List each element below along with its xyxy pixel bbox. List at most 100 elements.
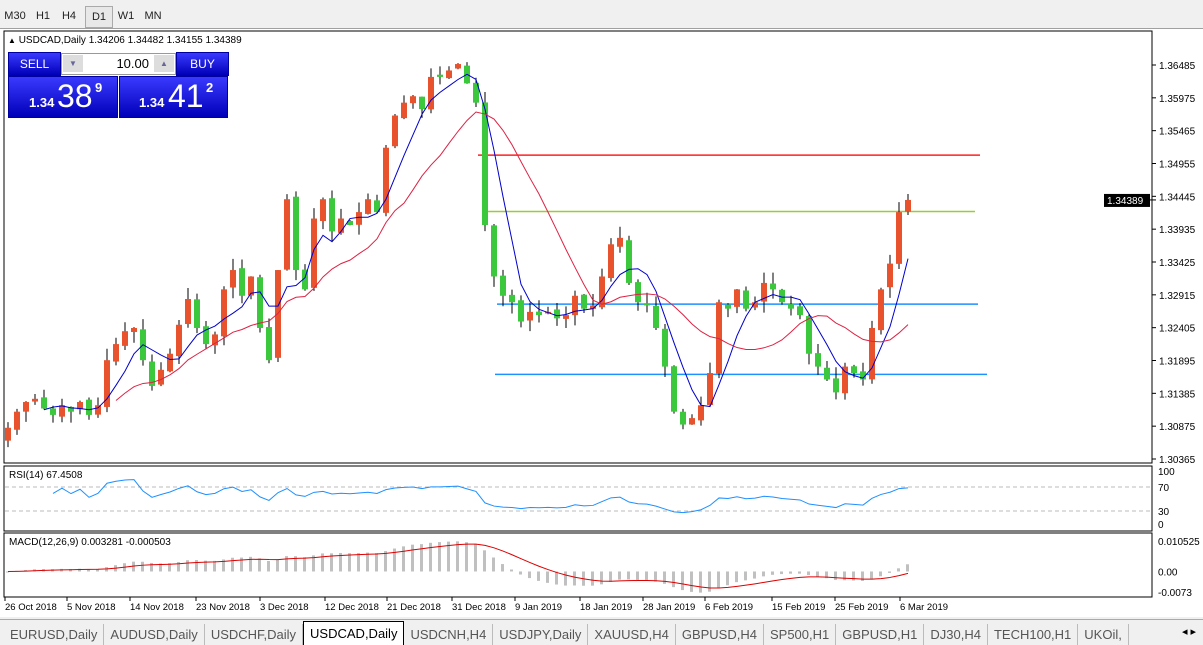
macd-histogram-bar bbox=[537, 571, 540, 581]
macd-histogram-bar bbox=[69, 568, 72, 572]
candle-body bbox=[149, 361, 155, 386]
tab-usdcad-daily[interactable]: USDCAD,Daily bbox=[303, 621, 405, 645]
candle-body bbox=[365, 199, 371, 214]
date-label: 9 Jan 2019 bbox=[515, 602, 562, 613]
macd-histogram-bar bbox=[276, 559, 279, 572]
candle-body bbox=[833, 378, 839, 393]
tf-w1[interactable]: W1 bbox=[117, 10, 135, 22]
macd-histogram-bar bbox=[600, 571, 603, 585]
macd-histogram-bar bbox=[195, 560, 198, 572]
candle-body bbox=[320, 199, 326, 221]
chart-tabs: EURUSD,Daily AUDUSD,Daily USDCHF,Daily USDC… bbox=[0, 619, 1203, 645]
candle-body bbox=[392, 115, 398, 147]
macd-histogram-bar bbox=[339, 552, 342, 572]
tab-gbpusd-h1[interactable]: GBPUSD,H1 bbox=[836, 624, 925, 645]
increase-lot-icon[interactable]: ▲ bbox=[154, 55, 174, 72]
price-label: 1.35975 bbox=[1159, 94, 1196, 105]
buy-button[interactable]: BUY bbox=[176, 52, 229, 76]
rsi-axis-label: 30 bbox=[1158, 507, 1170, 518]
candle-body bbox=[617, 237, 623, 247]
tab-tech100-h1[interactable]: TECH100,H1 bbox=[988, 624, 1079, 645]
candle-body bbox=[608, 244, 614, 279]
macd-panel-frame bbox=[3, 532, 1153, 598]
candle-body bbox=[779, 289, 785, 303]
macd-axis-label: -0.0073 bbox=[1158, 588, 1192, 599]
collapse-arrow-icon[interactable]: ▲ bbox=[8, 36, 16, 45]
candle-body bbox=[167, 353, 173, 372]
macd-histogram-bar bbox=[645, 571, 648, 581]
candle-body bbox=[212, 334, 218, 346]
macd-histogram-bar bbox=[348, 553, 351, 572]
chart-background bbox=[0, 29, 1203, 617]
macd-histogram-bar bbox=[735, 571, 738, 583]
macd-histogram-bar bbox=[312, 555, 315, 572]
price-label: 1.32405 bbox=[1159, 324, 1196, 335]
lot-input[interactable]: ▼ 10.00 ▲ bbox=[61, 53, 176, 75]
candle-body bbox=[95, 405, 101, 415]
candle-body bbox=[14, 411, 20, 430]
macd-histogram-bar bbox=[834, 571, 837, 580]
macd-histogram-bar bbox=[906, 564, 909, 572]
tab-gbpusd-h4[interactable]: GBPUSD,H4 bbox=[676, 624, 764, 645]
decrease-lot-icon[interactable]: ▼ bbox=[63, 55, 83, 72]
macd-histogram-bar bbox=[393, 548, 396, 572]
candle-body bbox=[878, 289, 884, 331]
macd-histogram-bar bbox=[384, 551, 387, 572]
tab-usdchf-daily[interactable]: USDCHF,Daily bbox=[205, 624, 304, 645]
candle-body bbox=[671, 366, 677, 412]
tf-mn[interactable]: MN bbox=[144, 10, 162, 22]
candle-body bbox=[752, 302, 758, 308]
macd-histogram-bar bbox=[708, 571, 711, 592]
tab-usdcnh-h4[interactable]: USDCNH,H4 bbox=[404, 624, 494, 645]
lot-value[interactable]: 10.00 bbox=[116, 56, 149, 71]
macd-histogram-bar bbox=[285, 556, 288, 572]
candle-body bbox=[338, 218, 344, 233]
candle-body bbox=[797, 306, 803, 316]
candle-body bbox=[248, 276, 254, 296]
candle-body bbox=[50, 408, 56, 415]
tab-scroll-icon[interactable]: ◂ ▸ bbox=[1175, 620, 1203, 645]
candle-body bbox=[644, 303, 650, 306]
date-label: 12 Dec 2018 bbox=[325, 602, 379, 613]
tab-xauusd-h4[interactable]: XAUUSD,H4 bbox=[588, 624, 676, 645]
buy-price-pips: 41 bbox=[168, 78, 204, 114]
chart-area[interactable]: 1.36485 1.35975 1.35465 1.34955 1.34445 1.339… bbox=[0, 29, 1203, 617]
macd-histogram-bar bbox=[546, 571, 549, 583]
main-panel-frame bbox=[3, 30, 1153, 464]
tab-audusd-daily[interactable]: AUDUSD,Daily bbox=[104, 624, 205, 645]
candle-body bbox=[185, 299, 191, 325]
macd-histogram-bar bbox=[483, 550, 486, 572]
date-label: 15 Feb 2019 bbox=[772, 602, 825, 613]
macd-histogram-bar bbox=[888, 571, 891, 573]
candle-body bbox=[401, 102, 407, 119]
candle-body bbox=[662, 328, 668, 367]
tab-usdjpy-daily[interactable]: USDJPY,Daily bbox=[493, 624, 589, 645]
tf-d1[interactable]: D1 bbox=[85, 6, 113, 28]
tf-h4[interactable]: H4 bbox=[61, 10, 77, 22]
candle-body bbox=[131, 327, 137, 332]
macd-histogram-bar bbox=[663, 571, 666, 584]
buy-price[interactable]: 1.34 41 2 bbox=[119, 76, 228, 118]
macd-histogram-bar bbox=[204, 560, 207, 572]
candle-body bbox=[203, 326, 209, 345]
rsi-axis-label: 70 bbox=[1158, 483, 1170, 494]
candle-body bbox=[356, 212, 362, 225]
candle-body bbox=[887, 263, 893, 288]
sell-price[interactable]: 1.34 38 9 bbox=[8, 76, 118, 118]
tab-sp500-h1[interactable]: SP500,H1 bbox=[764, 624, 837, 645]
tab-dj30-h4[interactable]: DJ30,H4 bbox=[924, 624, 988, 645]
sell-button[interactable]: SELL bbox=[8, 52, 61, 76]
macd-histogram-bar bbox=[510, 569, 513, 572]
buy-price-prefix: 1.34 bbox=[139, 95, 165, 110]
tf-h1[interactable]: H1 bbox=[35, 10, 51, 22]
tf-m30[interactable]: M30 bbox=[4, 10, 26, 22]
rsi-axis-label: 0 bbox=[1158, 520, 1164, 531]
candle-body bbox=[311, 218, 317, 288]
tab-ukoil-[interactable]: UKOil, bbox=[1078, 624, 1129, 645]
macd-histogram-bar bbox=[627, 571, 630, 580]
candle-body bbox=[581, 294, 587, 309]
candle-body bbox=[176, 324, 182, 357]
tab-eurusd-daily[interactable]: EURUSD,Daily bbox=[4, 624, 105, 645]
candle-body bbox=[725, 304, 731, 309]
candle-body bbox=[221, 289, 227, 337]
